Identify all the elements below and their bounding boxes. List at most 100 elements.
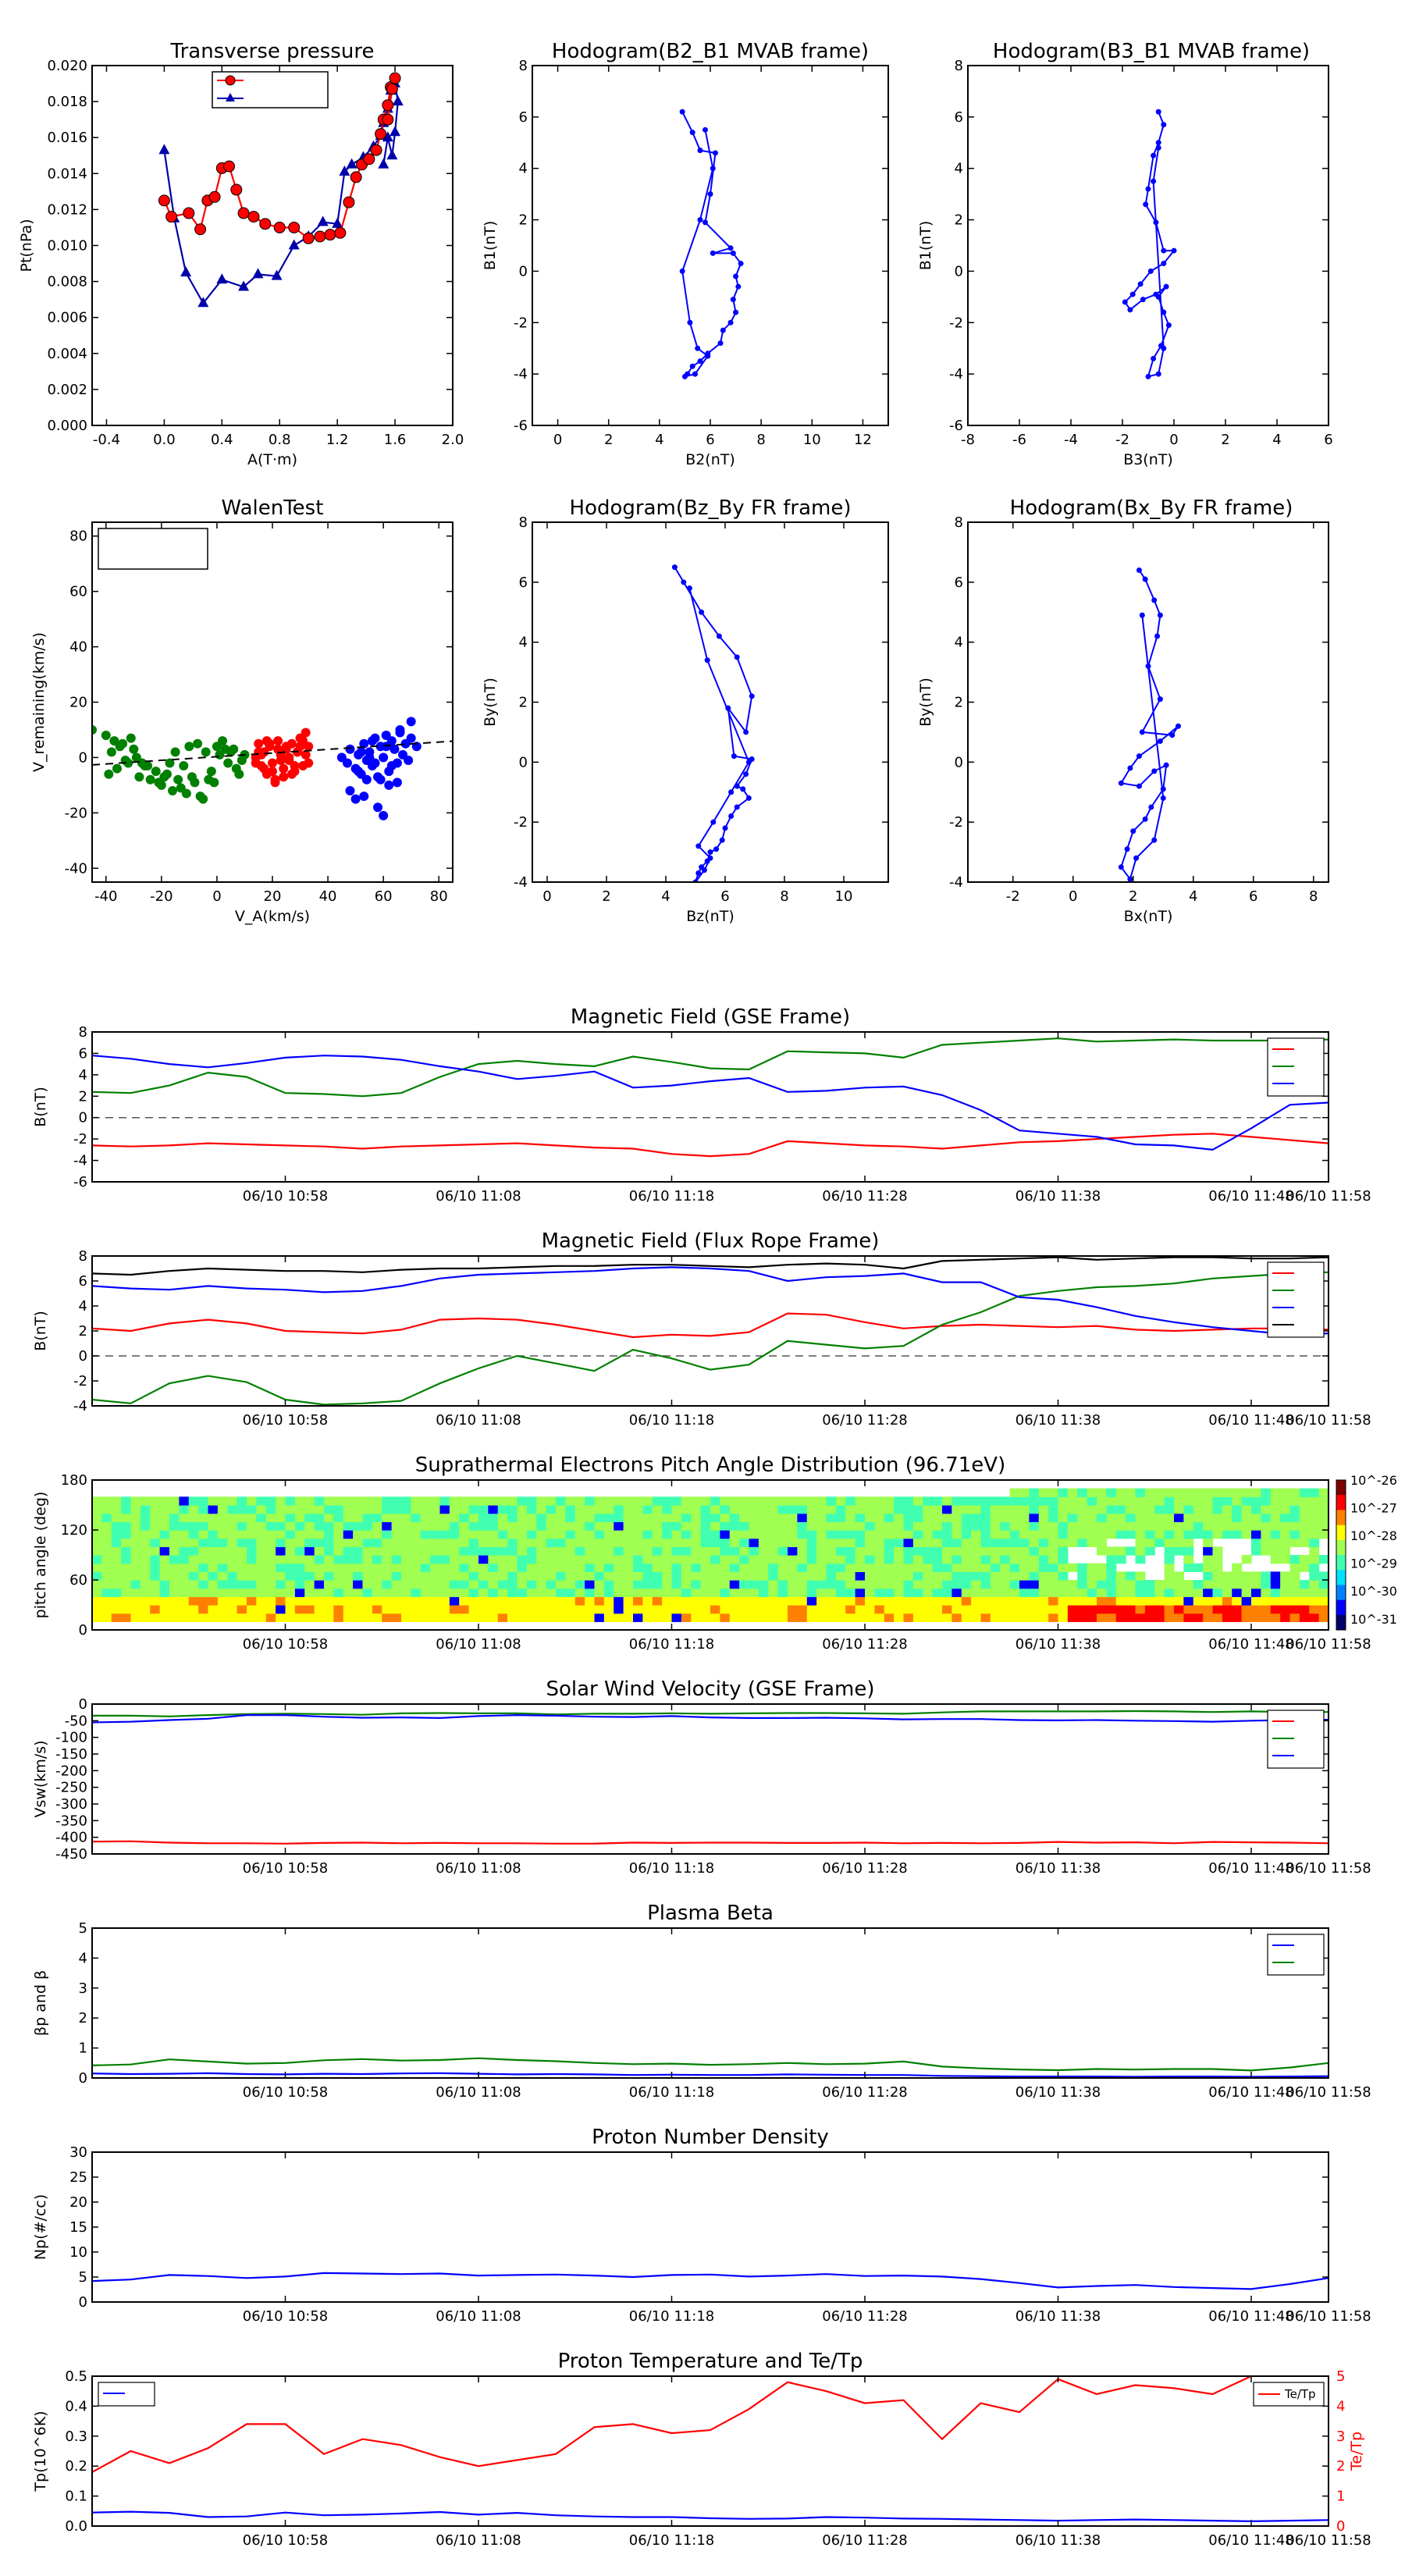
heatmap-cell bbox=[478, 1496, 489, 1506]
heatmap-cell bbox=[285, 1521, 296, 1531]
heatmap-cell bbox=[159, 1555, 170, 1564]
heatmap-cell bbox=[362, 1555, 373, 1564]
heatmap-cell bbox=[468, 1496, 479, 1506]
heatmap-cell bbox=[614, 1530, 624, 1539]
heatmap-cell bbox=[208, 1580, 219, 1589]
heatmap-cell bbox=[1212, 1563, 1223, 1572]
heatmap-cell bbox=[314, 1546, 325, 1556]
heatmap-cell bbox=[1174, 1580, 1184, 1589]
heatmap-cell bbox=[990, 1588, 1001, 1597]
heatmap-cell bbox=[556, 1496, 566, 1506]
heatmap-cell bbox=[806, 1505, 817, 1514]
heatmap-cell bbox=[835, 1538, 846, 1547]
heatmap-cell bbox=[1299, 1530, 1310, 1539]
heatmap-cell bbox=[130, 1505, 141, 1514]
heatmap-cell bbox=[324, 1538, 334, 1547]
x-tick-label: 06/10 11:08 bbox=[436, 2308, 521, 2325]
heatmap-cell bbox=[333, 1596, 344, 1606]
x-tick-label: 06/10 11:48 bbox=[1208, 1188, 1293, 1204]
heatmap-cell bbox=[401, 1505, 411, 1514]
heatmap-cell bbox=[556, 1538, 566, 1547]
walen-point bbox=[173, 774, 183, 785]
heatmap-cell bbox=[285, 1546, 296, 1556]
heatmap-cell bbox=[642, 1571, 653, 1581]
heatmap-cell bbox=[237, 1505, 247, 1514]
heatmap-cell bbox=[101, 1521, 112, 1531]
heatmap-cell bbox=[140, 1613, 151, 1622]
heatmap-cell bbox=[391, 1563, 402, 1572]
hodogram-point bbox=[1124, 846, 1130, 852]
heatmap-cell bbox=[256, 1530, 267, 1539]
heatmap-cell bbox=[169, 1571, 180, 1581]
heatmap-cell bbox=[1309, 1488, 1320, 1497]
plot-data bbox=[1118, 567, 1181, 882]
walen-point bbox=[223, 758, 233, 768]
x-tick-label: 1.2 bbox=[326, 432, 349, 448]
heatmap-cell bbox=[1106, 1563, 1117, 1572]
heatmap-cell bbox=[546, 1513, 557, 1522]
plot-frame bbox=[967, 521, 1329, 883]
y-tick-label: 0.004 bbox=[47, 346, 87, 362]
heatmap-cell bbox=[1048, 1546, 1059, 1556]
y2-tick-label: 2 bbox=[1336, 2458, 1345, 2475]
heatmap-cell bbox=[382, 1546, 393, 1556]
heatmap-cell bbox=[121, 1521, 132, 1531]
hodogram-point bbox=[671, 564, 678, 571]
heatmap-cell bbox=[1048, 1571, 1059, 1581]
heatmap-cell bbox=[314, 1496, 325, 1506]
heatmap-cell bbox=[652, 1530, 663, 1539]
heatmap-cell bbox=[884, 1530, 895, 1539]
heatmap-cell bbox=[556, 1530, 566, 1539]
heatmap-cell bbox=[903, 1538, 914, 1547]
heatmap-cell bbox=[265, 1596, 276, 1606]
heatmap-cell bbox=[159, 1505, 170, 1514]
heatmap-cell bbox=[652, 1555, 663, 1564]
heatmap-cell bbox=[1222, 1513, 1232, 1522]
heatmap-cell bbox=[1203, 1563, 1214, 1572]
heatmap-cell bbox=[788, 1521, 798, 1531]
heatmap-cell bbox=[430, 1563, 441, 1572]
heatmap-cell bbox=[758, 1505, 769, 1514]
heatmap-cell bbox=[710, 1563, 720, 1572]
heatmap-cell bbox=[1038, 1596, 1049, 1606]
heatmap-cell bbox=[729, 1530, 740, 1539]
y-tick-label: -4 bbox=[949, 874, 963, 891]
heatmap-cell bbox=[788, 1530, 798, 1539]
y-axis-label: Pt(nPa) bbox=[18, 219, 35, 272]
heatmap-cell bbox=[671, 1613, 682, 1622]
heatmap-cell bbox=[681, 1563, 692, 1572]
heatmap-cell bbox=[1183, 1605, 1194, 1614]
heatmap-cell bbox=[276, 1505, 286, 1514]
heatmap-cell bbox=[990, 1555, 1001, 1564]
heatmap-cell bbox=[208, 1563, 219, 1572]
series-line-te-tp bbox=[92, 2376, 1257, 2473]
heatmap-cell bbox=[990, 1530, 1001, 1539]
heatmap-cell bbox=[603, 1555, 614, 1564]
heatmap-cell bbox=[1280, 1546, 1291, 1556]
walen-point bbox=[386, 761, 397, 771]
x-tick-label: 06/10 11:28 bbox=[822, 2084, 907, 2101]
x-tick-label: 4 bbox=[1272, 432, 1281, 448]
heatmap-cell bbox=[121, 1571, 132, 1581]
circle-marker bbox=[382, 99, 394, 112]
heatmap-cell bbox=[691, 1555, 702, 1564]
heatmap-cell bbox=[758, 1588, 769, 1597]
heatmap-cell bbox=[903, 1571, 914, 1581]
walen-point bbox=[254, 738, 264, 749]
heatmap-cell bbox=[806, 1538, 817, 1547]
heatmap-cell bbox=[806, 1588, 817, 1597]
heatmap-cell bbox=[932, 1588, 943, 1597]
heatmap-cell bbox=[1067, 1538, 1078, 1547]
y-tick-label: 0.008 bbox=[47, 274, 87, 290]
heatmap-cell bbox=[536, 1605, 547, 1614]
heatmap-cell bbox=[517, 1555, 528, 1564]
heatmap-cell bbox=[1067, 1605, 1078, 1614]
heatmap-cell bbox=[169, 1513, 180, 1522]
heatmap-cell bbox=[1164, 1596, 1175, 1606]
heatmap-cell bbox=[614, 1546, 624, 1556]
heatmap-cell bbox=[526, 1555, 537, 1564]
heatmap-cell bbox=[1126, 1596, 1136, 1606]
walen-point bbox=[115, 742, 125, 752]
x-tick-label: 06/10 11:28 bbox=[822, 1860, 907, 1877]
heatmap-cell bbox=[294, 1546, 305, 1556]
